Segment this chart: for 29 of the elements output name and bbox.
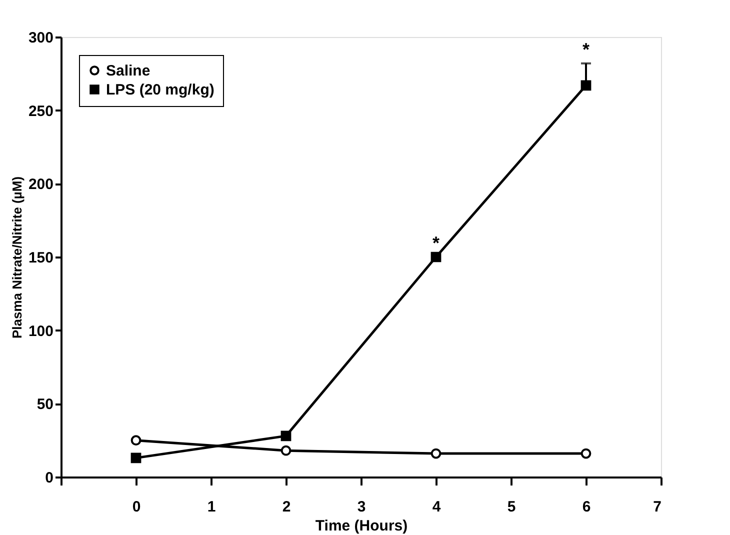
y-axis-title: Plasma Nitrate/Nitrite (µM) [9,176,24,339]
point [130,452,142,464]
y-tick-label: 50 [36,396,54,414]
point [280,430,292,442]
x-tick-label: 5 [507,498,516,516]
x-axis-title: Time (Hours) [315,518,408,534]
y-tick-label: 100 [28,322,54,340]
legend-label: LPS (20 mg/kg) [106,82,214,98]
x-tick-label: 4 [432,498,442,516]
annotation: * [432,233,440,253]
x-tick-label: 1 [207,498,216,516]
x-tick-label: 3 [357,498,366,516]
x-tick-label: 7 [653,498,662,516]
annotation: * [582,39,590,60]
point [280,445,292,456]
point [580,448,592,459]
y-tick-label: 200 [28,176,54,194]
point [580,80,592,91]
y-tick-label: 0 [45,470,54,486]
x-tick-label: 6 [582,498,591,516]
point [430,252,442,262]
point [130,435,142,446]
y-tick-label: 150 [28,250,54,266]
x-tick-label: 2 [282,498,291,516]
y-tick-label: 300 [28,30,54,46]
point [430,448,442,459]
x-tick-label: 0 [132,498,141,516]
legend-label: Saline [106,62,150,80]
y-tick-label: 250 [28,102,54,120]
